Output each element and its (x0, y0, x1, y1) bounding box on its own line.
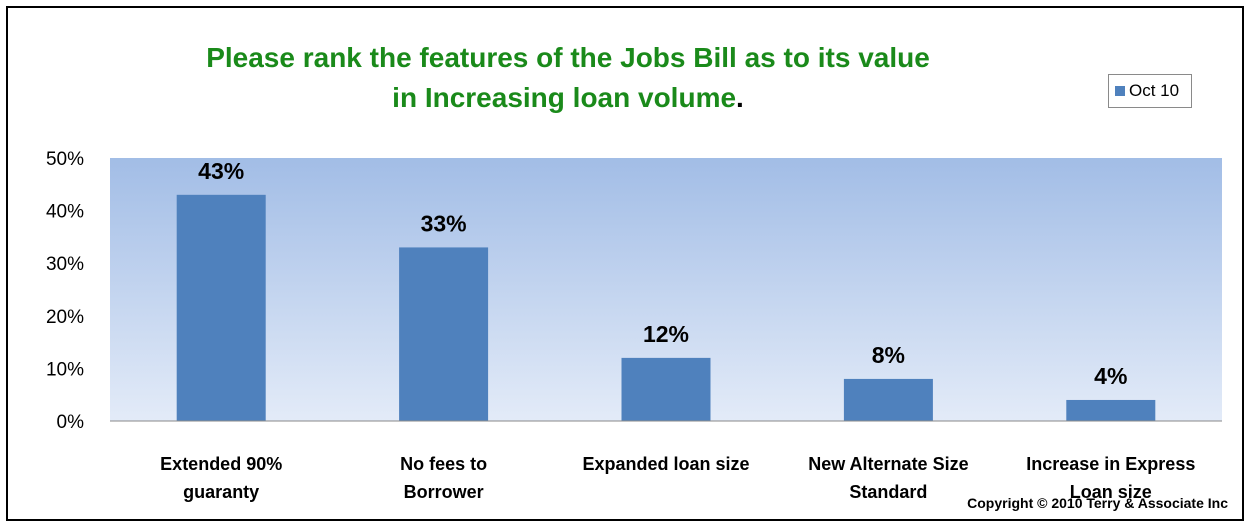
chart-title-period: . (736, 82, 744, 113)
data-label: 12% (643, 321, 689, 347)
legend: Oct 10 (1108, 74, 1192, 108)
x-tick-label: guaranty (183, 482, 259, 502)
data-labels: 43% 33% 12% 8% 4% (198, 158, 1127, 389)
chart-title-line2-wrap: in Increasing loan volume. (68, 78, 1068, 118)
y-tick-label: 50% (46, 149, 84, 170)
x-tick-label: Loan size (1070, 482, 1152, 502)
legend-label: Oct 10 (1129, 81, 1180, 100)
legend-swatch (1115, 86, 1125, 96)
x-tick-label: Borrower (404, 482, 484, 502)
chart-title-line1: Please rank the features of the Jobs Bil… (206, 42, 930, 73)
x-axis-labels: Extended 90% guaranty No fees to Borrower Ex… (160, 454, 1195, 502)
data-label: 4% (1094, 363, 1127, 389)
bar (843, 378, 933, 421)
y-axis: 0% 10% 20% 30% 40% 50% (46, 149, 84, 433)
chart-title-line2: in Increasing loan volume (392, 82, 737, 113)
data-label: 43% (198, 158, 244, 184)
y-tick-label: 30% (46, 254, 84, 275)
bar (621, 357, 711, 421)
x-tick-label: Increase in Express (1026, 454, 1195, 474)
x-tick-label: Standard (849, 482, 927, 502)
x-tick-label: New Alternate Size (808, 454, 968, 474)
bars (176, 194, 1156, 421)
bar (176, 194, 266, 421)
y-tick-label: 10% (46, 359, 84, 380)
data-label: 8% (872, 342, 905, 368)
bar (399, 247, 489, 421)
y-tick-label: 20% (46, 307, 84, 328)
copyright-text: Copyright © 2010 Terry & Associate Inc (967, 495, 1228, 511)
x-tick-label: Extended 90% (160, 454, 282, 474)
x-tick-label: Expanded loan size (582, 454, 749, 474)
bar (1066, 399, 1156, 421)
y-tick-label: 40% (46, 202, 84, 223)
data-label: 33% (421, 210, 467, 236)
y-tick-label: 0% (57, 412, 85, 433)
x-tick-label: No fees to (400, 454, 487, 474)
chart-title: Please rank the features of the Jobs Bil… (68, 38, 1068, 118)
